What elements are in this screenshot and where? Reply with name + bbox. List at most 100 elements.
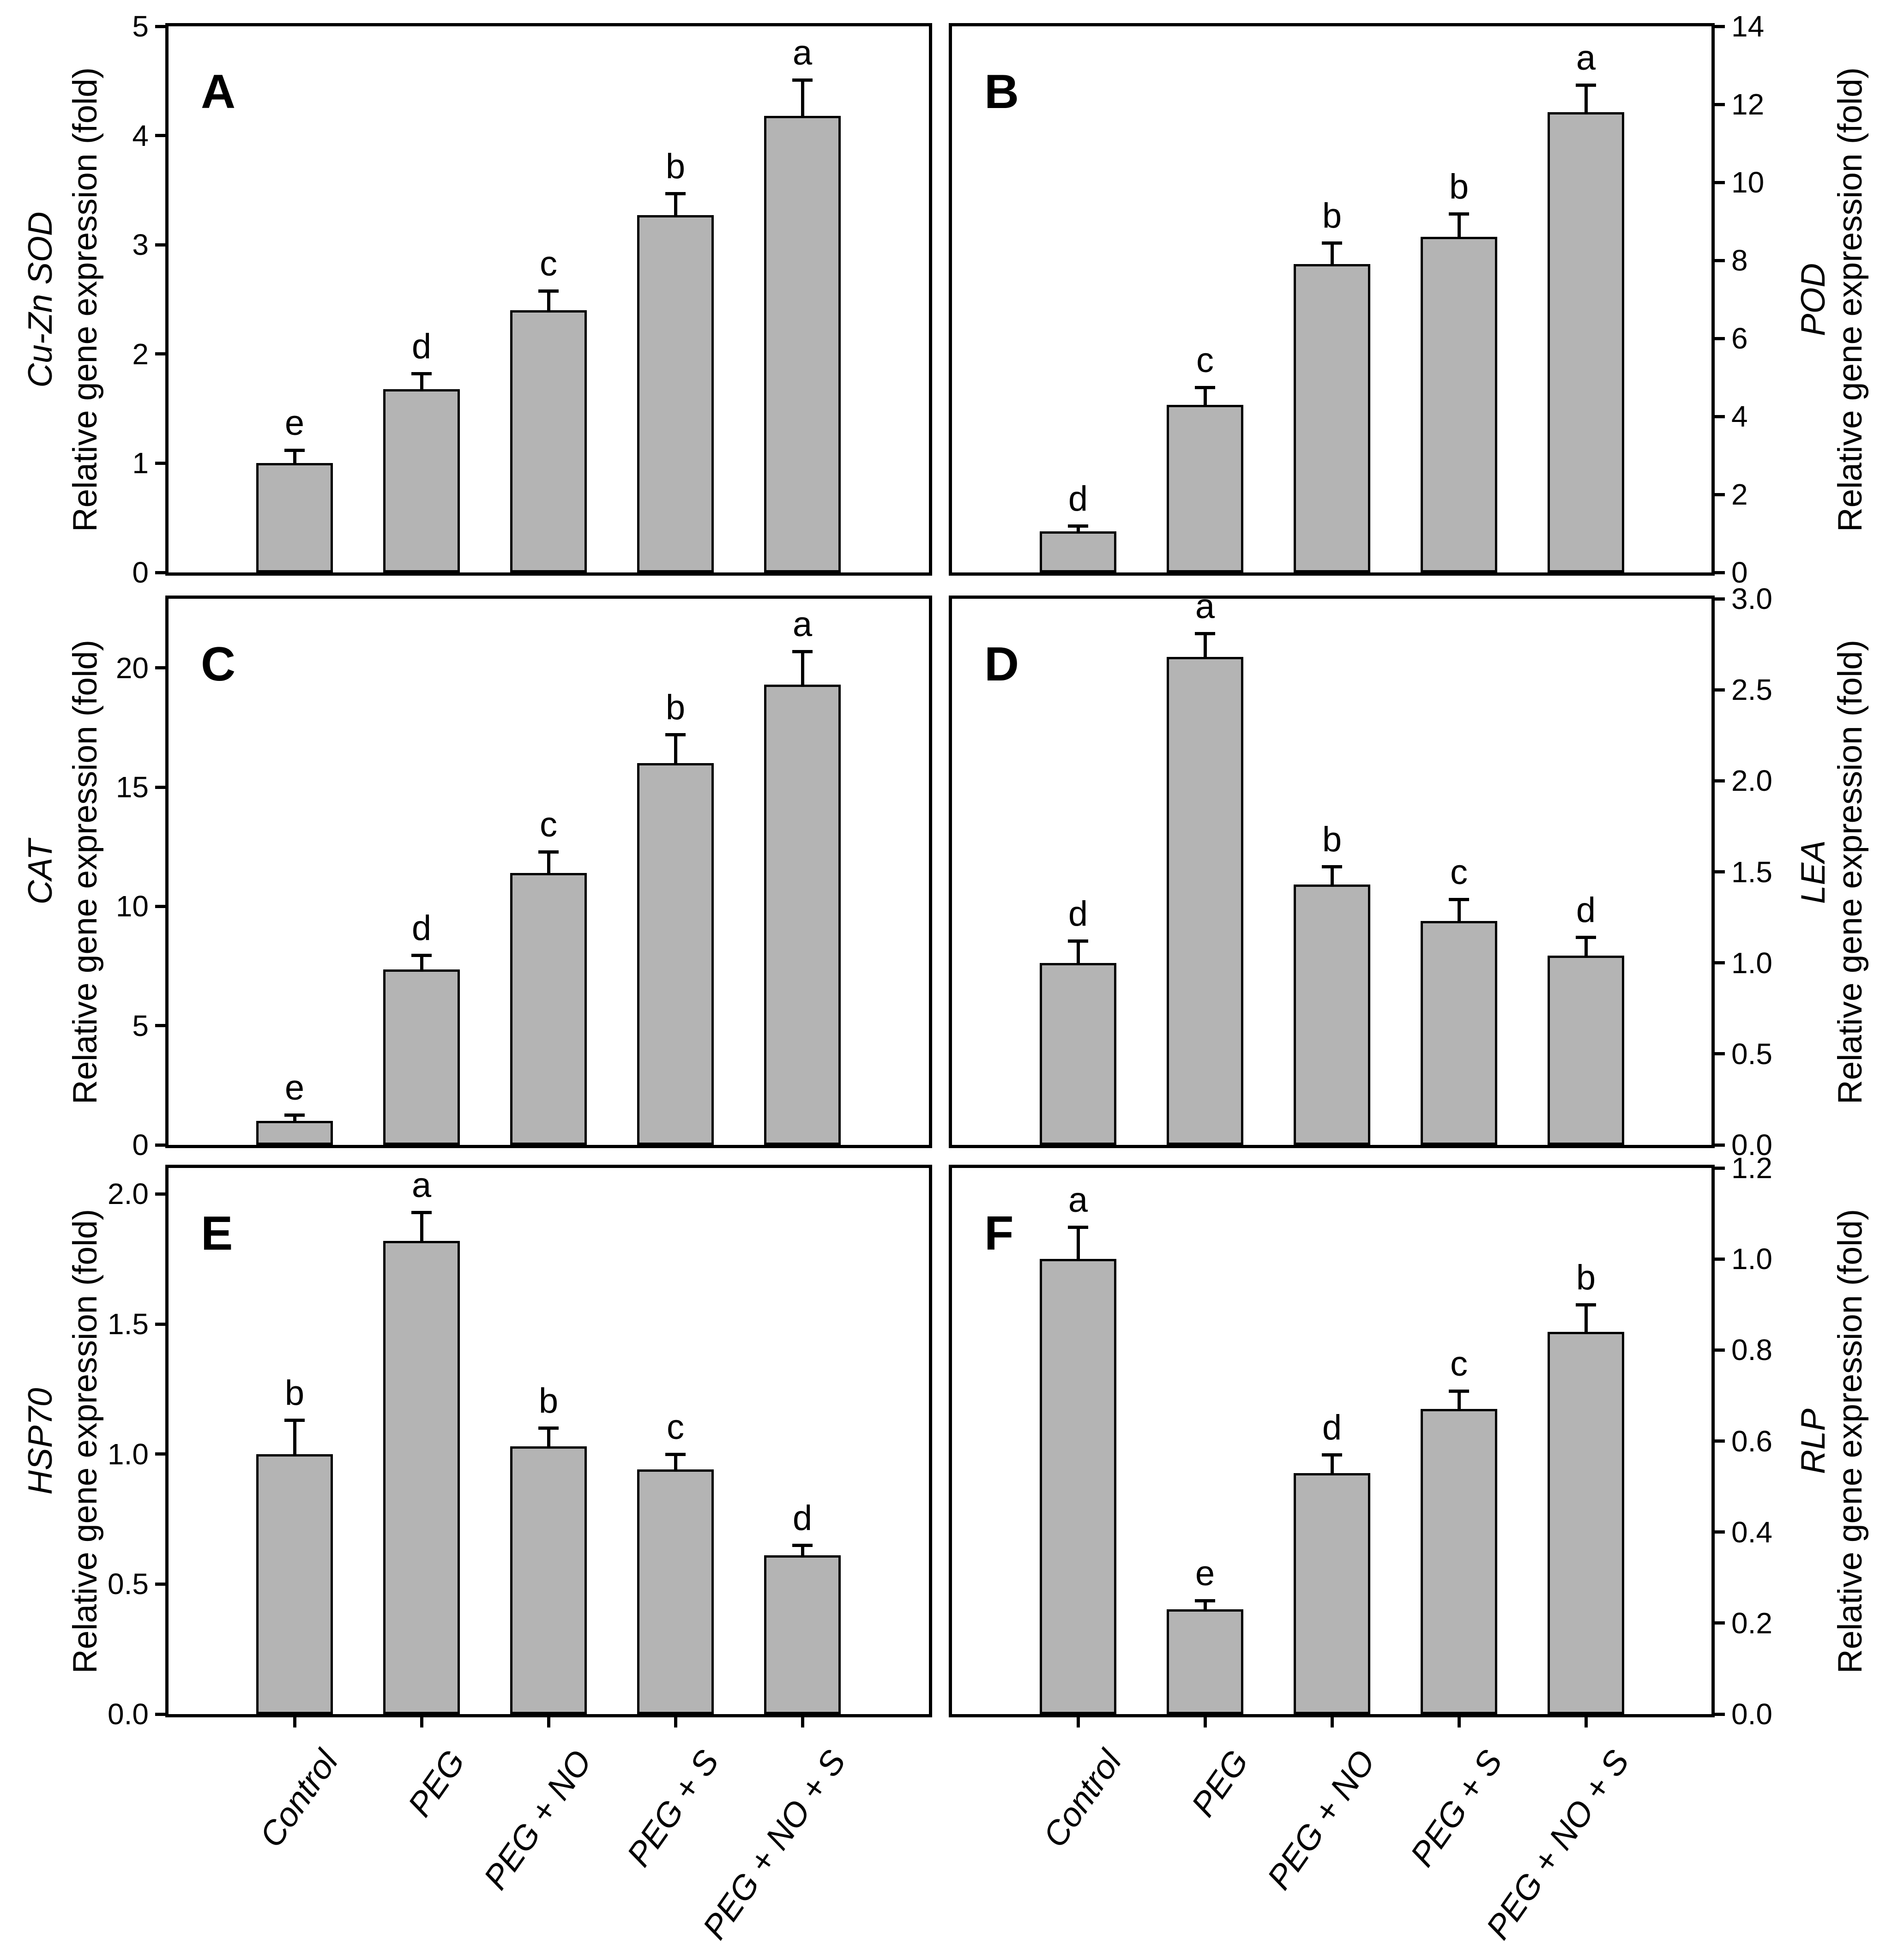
y-tick-label: 14 (1731, 10, 1765, 43)
error-bar-cap (1449, 212, 1469, 216)
y-tick-label: 2 (1731, 478, 1748, 511)
error-bar-line (1330, 1455, 1334, 1475)
significance-letter: d (1576, 891, 1596, 930)
significance-letter: b (1322, 819, 1342, 859)
x-category-label: PEG (400, 1743, 472, 1824)
error-bar-line (547, 1428, 550, 1448)
y-tick-label: 0.0 (108, 1697, 149, 1731)
x-category-label: PEG + NO + S (695, 1743, 853, 1944)
y-tick (1715, 1143, 1725, 1147)
plot-frame (949, 596, 1715, 1148)
bar-PEG (1167, 657, 1243, 1145)
significance-letter: e (284, 1068, 305, 1108)
error-bar-line (1584, 937, 1588, 957)
x-tick (674, 1717, 677, 1727)
significance-letter: a (792, 604, 813, 644)
error-bar-cap (792, 78, 813, 82)
significance-letter: e (1195, 1553, 1215, 1593)
x-tick (1584, 1717, 1588, 1727)
bar-PEG+NO+S (1548, 955, 1624, 1145)
error-bar-cap (1195, 385, 1215, 389)
y-tick (155, 1452, 165, 1456)
y-tick (155, 1712, 165, 1716)
y-tick-label: 0.2 (1731, 1606, 1772, 1640)
x-tick (420, 1717, 423, 1727)
panel-letter: C (201, 638, 236, 691)
y-tick (1715, 415, 1725, 418)
bar-PEG+S (1421, 1409, 1497, 1714)
error-bar-line (801, 79, 804, 118)
error-bar-cap (538, 289, 559, 293)
y-tick-label: 15 (115, 770, 149, 804)
error-bar-cap (1068, 524, 1088, 528)
error-bar-cap (538, 1426, 559, 1430)
error-bar-cap (284, 449, 305, 452)
error-bar-cap (1322, 865, 1342, 868)
y-tick-label: 1.5 (108, 1307, 149, 1341)
significance-letter: b (1576, 1258, 1596, 1297)
bar-PEG+NO+S (764, 684, 841, 1145)
y-tick-label: 2.5 (1731, 673, 1772, 707)
y-tick (1715, 1439, 1725, 1443)
error-bar-line (1330, 242, 1334, 266)
y-tick (155, 1582, 165, 1586)
error-bar-cap (792, 650, 813, 653)
y-tick (155, 1143, 165, 1147)
significance-letter: b (538, 1381, 559, 1421)
error-bar-line (1203, 1600, 1207, 1612)
y-axis-title: Relative gene expression (fold) (1832, 639, 1869, 1104)
x-tick (1203, 1717, 1207, 1727)
plot-frame (949, 23, 1715, 576)
y-tick-label: 3 (132, 228, 149, 262)
y-tick (1715, 493, 1725, 496)
error-bar-line (801, 1545, 804, 1558)
error-bar-cap (411, 1210, 432, 1214)
error-bar-line (1203, 633, 1207, 659)
error-bar-line (1584, 1304, 1588, 1334)
panel-letter: F (984, 1207, 1014, 1260)
bar-PEG+NO+S (1548, 112, 1624, 572)
x-category-label: Control (252, 1743, 345, 1854)
gene-name-label: HSP70 (22, 1387, 59, 1495)
x-category-label: PEG + S (1403, 1743, 1510, 1873)
x-tick (1457, 1717, 1461, 1727)
y-tick (1715, 1052, 1725, 1056)
y-tick-label: 1.5 (1731, 855, 1772, 889)
error-bar-line (420, 373, 423, 391)
bar-PEG (1167, 404, 1243, 572)
error-bar-line (1076, 941, 1080, 965)
y-tick-label: 1.0 (1731, 946, 1772, 980)
bar-PEG+NO+S (1548, 1331, 1624, 1714)
y-tick-label: 1.0 (1731, 1242, 1772, 1276)
y-tick-label: 3.0 (1731, 582, 1772, 615)
y-tick (1715, 1348, 1725, 1352)
bar-PEG+S (1421, 921, 1497, 1145)
x-tick (293, 1717, 296, 1727)
error-bar-cap (1195, 1599, 1215, 1602)
y-tick-label: 0.6 (1731, 1424, 1772, 1458)
y-tick-label: 1 (132, 446, 149, 480)
error-bar-line (674, 734, 677, 765)
bar-PEG+NO (1294, 1473, 1370, 1714)
bar-PEG+NO (1294, 885, 1370, 1145)
x-category-label: PEG (1184, 1743, 1256, 1824)
y-tick-label: 2.0 (108, 1177, 149, 1211)
y-tick (1715, 870, 1725, 873)
error-bar-line (801, 651, 804, 686)
y-tick (1715, 337, 1725, 340)
error-bar-line (1457, 1391, 1461, 1411)
y-tick (155, 352, 165, 356)
bar-PEG+S (637, 763, 714, 1145)
y-tick-label: 0.0 (1731, 1128, 1772, 1162)
significance-letter: c (540, 805, 557, 844)
error-bar-line (1584, 84, 1588, 114)
significance-letter: b (1322, 196, 1342, 235)
y-tick (155, 666, 165, 670)
y-tick-label: 12 (1731, 88, 1765, 121)
error-bar-line (1457, 213, 1461, 239)
panel-letter: E (201, 1207, 233, 1260)
error-bar-cap (411, 954, 432, 957)
bar-PEG (1167, 1609, 1243, 1714)
error-bar-cap (665, 733, 686, 737)
